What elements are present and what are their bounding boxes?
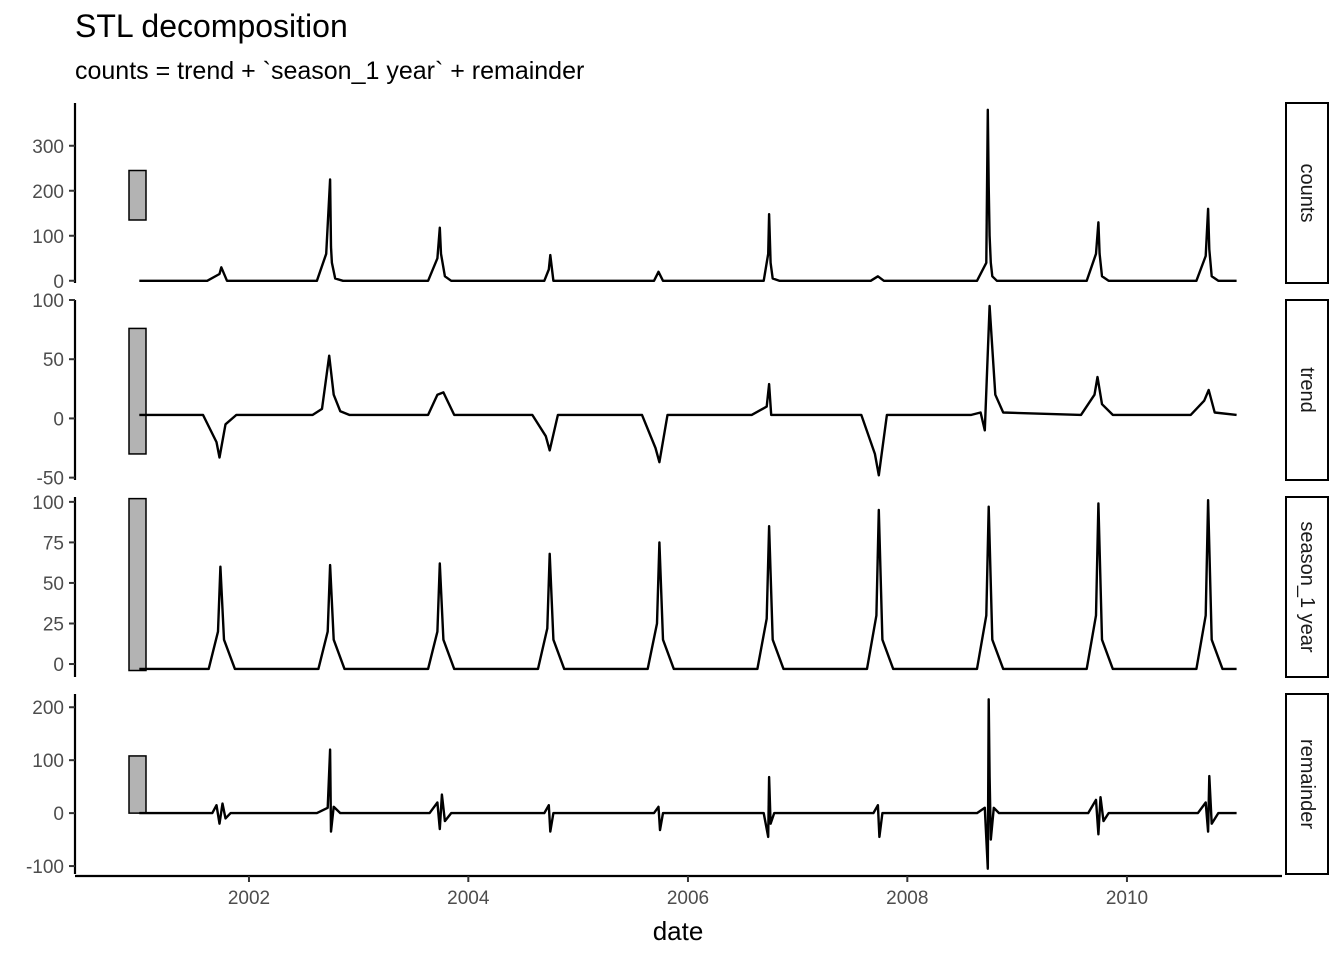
y-tick-label: 300: [32, 137, 64, 158]
x-tick-label: 2008: [886, 888, 928, 909]
scale-bar: [128, 327, 147, 455]
y-tick-label: 100: [32, 227, 64, 248]
chart-subtitle: counts = trend + `season_1 year` + remai…: [75, 57, 585, 85]
x-axis: 2002 2004 2006 2008 2010 date: [75, 874, 1282, 946]
strip-counts: [1285, 102, 1329, 284]
y-tick-label: 25: [43, 614, 64, 635]
y-tick-label: 0: [53, 804, 64, 825]
x-tick-label: 2002: [228, 888, 270, 909]
y-tick-label: 50: [43, 350, 64, 371]
y-tick-label: 75: [43, 533, 64, 554]
strip-remainder: [1285, 693, 1329, 875]
y-tick-label: 100: [32, 751, 64, 772]
scale-bar: [128, 755, 147, 814]
strip-season-1-year: [1285, 496, 1329, 678]
panel-remainder: -100 0 100 200 remainder: [26, 693, 1329, 878]
x-tick-label: 2004: [447, 888, 490, 909]
y-tick-label: 100: [32, 493, 64, 514]
panel-season-1-year: 0 25 50 75 100 season_1 year: [32, 493, 1329, 678]
scale-bar: [128, 169, 147, 221]
y-tick-label: 100: [32, 291, 64, 312]
series-line-remainder: [139, 698, 1237, 870]
y-tick-label: 0: [53, 409, 64, 430]
chart-title: STL decomposition: [75, 8, 348, 44]
y-tick-label: 0: [53, 655, 64, 676]
strip-trend: [1285, 299, 1329, 481]
series-line-counts: [139, 108, 1237, 282]
x-ticks: 2002 2004 2006 2008 2010: [228, 876, 1148, 909]
y-tick-label: 50: [43, 574, 64, 595]
scale-bar: [128, 497, 147, 672]
y-tick-label: 0: [53, 272, 64, 293]
strip-label-season-1-year: season_1 year: [1296, 521, 1318, 653]
panel-trend: -50 0 50 100 trend: [32, 291, 1329, 490]
panel-counts: 0 100 200 300 counts: [32, 102, 1329, 293]
y-tick-label: -100: [26, 857, 64, 878]
x-tick-label: 2010: [1106, 888, 1148, 909]
series-line-trend: [139, 304, 1237, 477]
panels-layer: 0100200300counts-50050100trend0255075100…: [26, 102, 1329, 878]
y-tick-label: -50: [37, 469, 64, 490]
x-tick-label: 2006: [667, 888, 709, 909]
series-line-season-1-year: [139, 499, 1237, 671]
x-axis-label: date: [653, 916, 704, 946]
strip-label-trend: trend: [1296, 367, 1318, 413]
y-tick-label: 200: [32, 698, 64, 719]
strip-label-counts: counts: [1296, 164, 1318, 223]
y-tick-label: 200: [32, 182, 64, 203]
strip-label-remainder: remainder: [1296, 739, 1318, 829]
